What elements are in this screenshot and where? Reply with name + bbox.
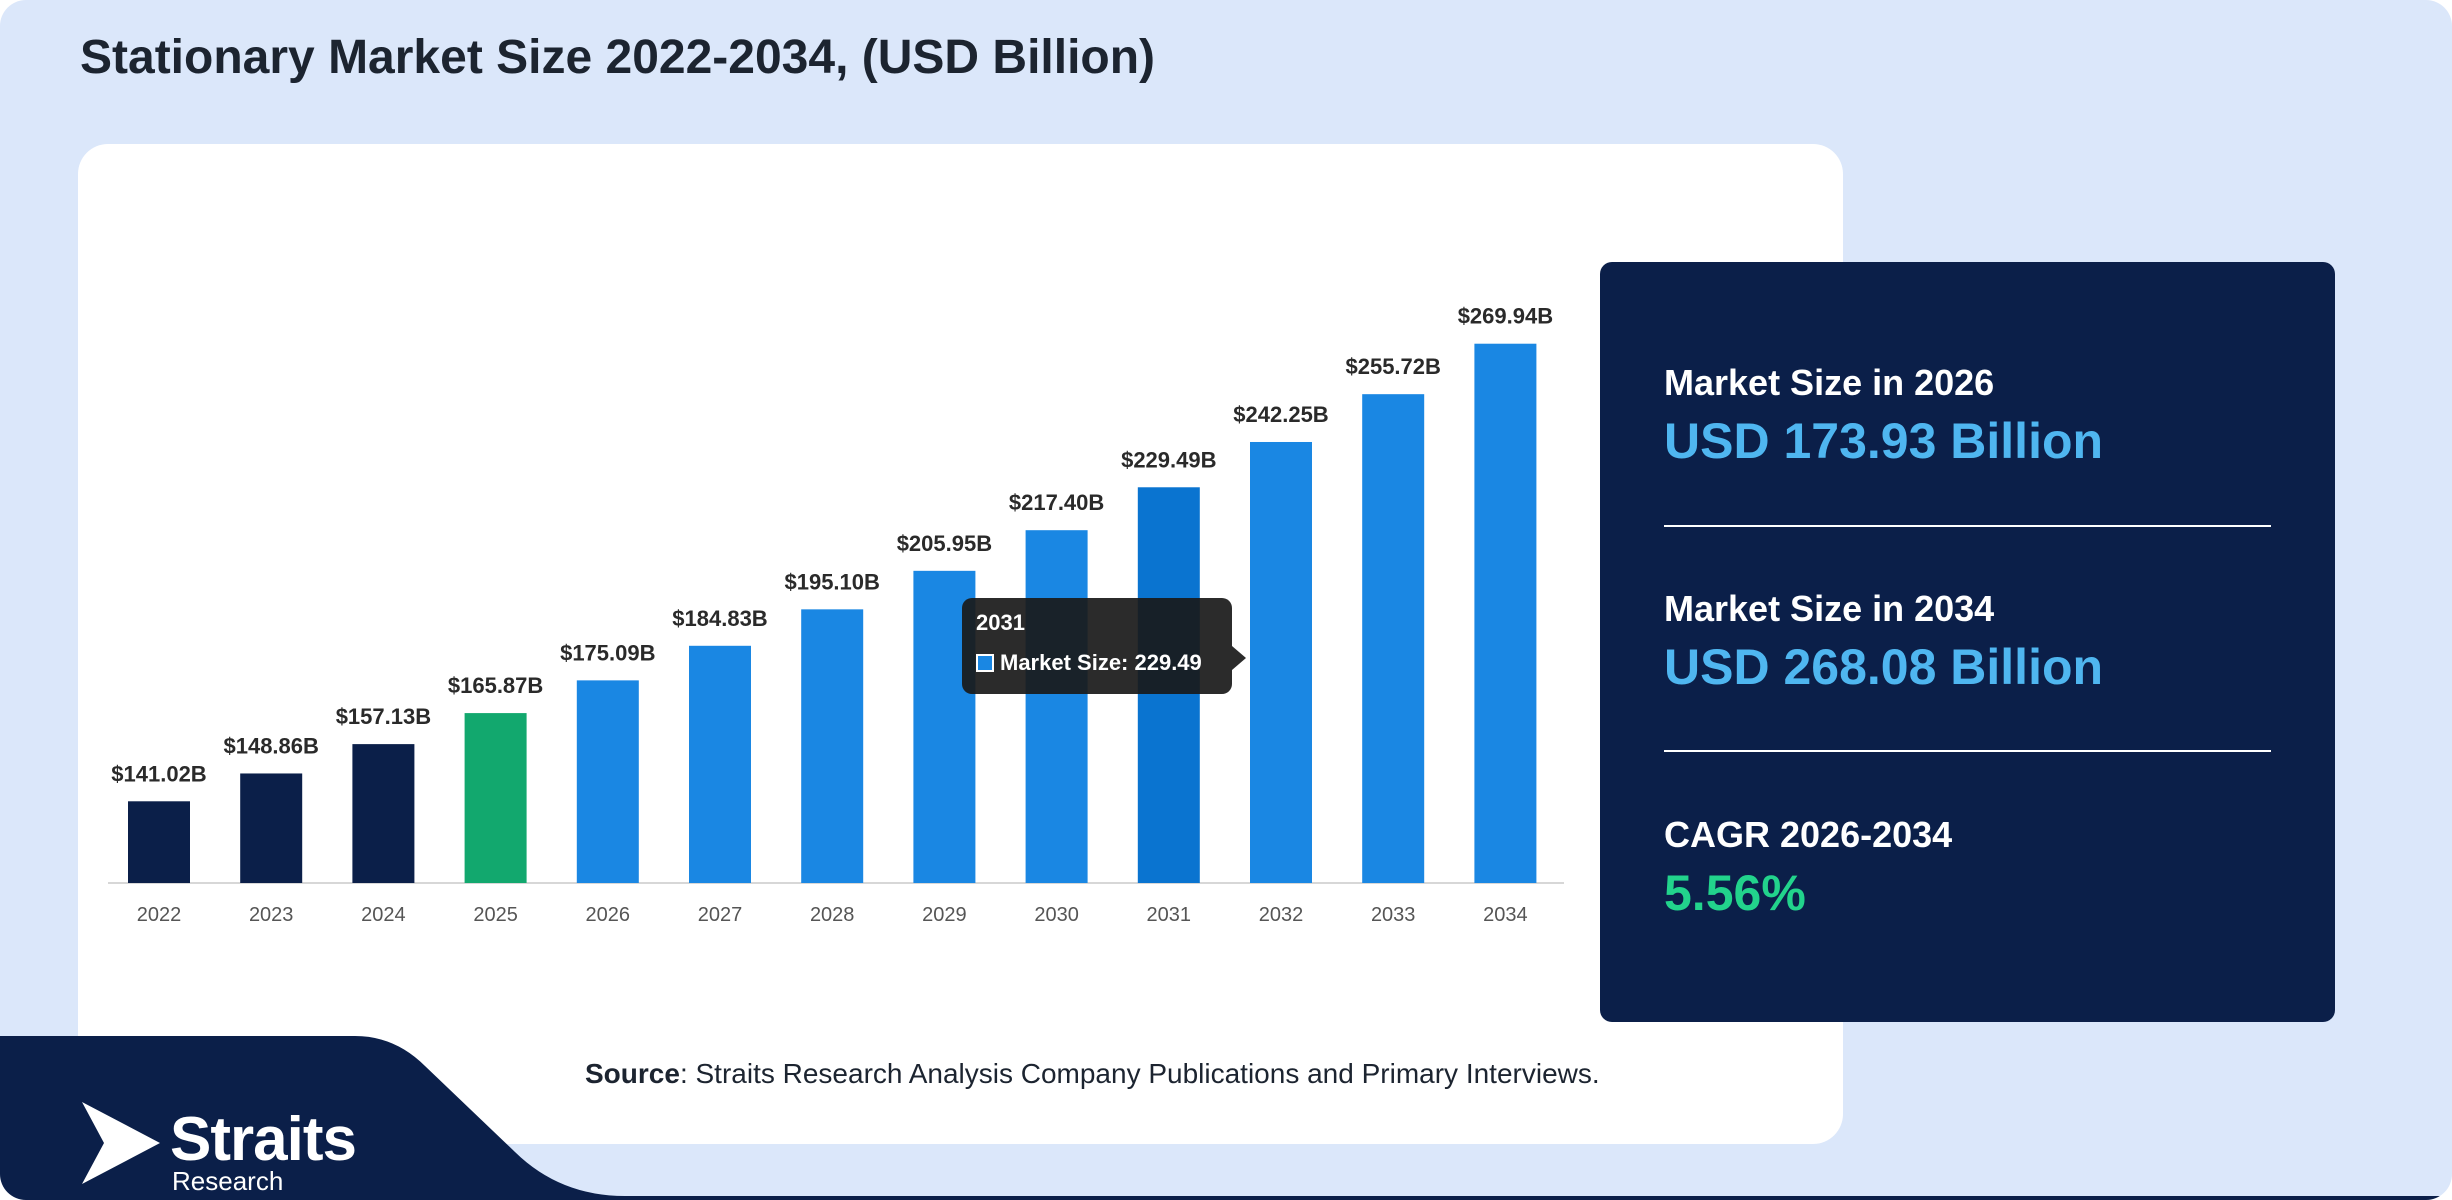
brand-name: Straits — [170, 1105, 357, 1174]
brand-logo: Straits Research — [80, 1100, 400, 1196]
tooltip-swatch — [976, 654, 994, 672]
stat-value: USD 173.93 Billion — [1664, 413, 2104, 469]
data-label-2025: $165.87B — [448, 673, 543, 698]
x-tick-2025: 2025 — [473, 904, 517, 926]
divider — [1664, 750, 2271, 752]
data-label-2033: $255.72B — [1345, 354, 1440, 379]
x-tick-2022: 2022 — [137, 904, 182, 926]
data-label-2032: $242.25B — [1233, 402, 1328, 427]
arrow-logo-icon — [82, 1102, 160, 1184]
stat-cagr: CAGR 2026-2034 5.56% — [1664, 814, 2271, 922]
data-label-2026: $175.09B — [560, 640, 655, 665]
data-label-2031: $229.49B — [1121, 447, 1216, 472]
bar-2023[interactable] — [240, 773, 303, 883]
source-note: Source: Straits Research Analysis Compan… — [585, 1058, 1600, 1090]
data-label-2024: $157.13B — [336, 704, 431, 729]
bar-2026[interactable] — [576, 680, 639, 883]
x-tick-2026: 2026 — [586, 904, 631, 926]
bar-2027[interactable] — [689, 645, 751, 883]
data-label-2027: $184.83B — [672, 606, 767, 631]
data-label-2034: $269.94B — [1458, 304, 1553, 329]
tooltip-title: 2031 — [976, 610, 1025, 635]
x-tick-2032: 2032 — [1259, 904, 1304, 926]
x-tick-2029: 2029 — [922, 904, 967, 926]
source-text: : Straits Research Analysis Company Publ… — [679, 1058, 1600, 1089]
bar-2025[interactable] — [464, 713, 527, 883]
data-label-2028: $195.10B — [784, 569, 879, 594]
source-label: Source — [585, 1058, 680, 1089]
chart-card: $141.02B 2022 $148.86B 2023 $157.13B 2024 $165… — [78, 144, 1843, 1144]
x-tick-2030: 2030 — [1034, 904, 1079, 926]
stat-market-size-2026: Market Size in 2026 USD 173.93 Billion — [1664, 362, 2271, 470]
stat-value: USD 268.08 Billion — [1664, 639, 2104, 695]
stat-label: Market Size in 2026 — [1664, 362, 1995, 403]
bar-2034[interactable] — [1474, 343, 1537, 883]
bar-chart: $141.02B 2022 $148.86B 2023 $157.13B 2024 $165… — [108, 304, 1564, 926]
stat-label: Market Size in 2034 — [1664, 588, 1995, 629]
bar-2032[interactable] — [1250, 441, 1312, 883]
data-label-2029: $205.95B — [897, 531, 992, 556]
x-tick-2027: 2027 — [698, 904, 743, 926]
tooltip-text: Market Size: 229.49 — [1000, 650, 1202, 675]
stat-value: 5.56% — [1664, 865, 1806, 921]
x-tick-2024: 2024 — [361, 904, 406, 926]
bar-2024[interactable] — [352, 744, 415, 883]
x-tick-2023: 2023 — [249, 904, 294, 926]
bar-2030[interactable] — [1025, 530, 1088, 883]
tooltip-row: Market Size: 229.49 — [976, 650, 1218, 676]
summary-panel: Market Size in 2026 USD 173.93 Billion M… — [1600, 262, 2335, 1022]
data-label-2030: $217.40B — [1009, 490, 1104, 515]
chart-tooltip: 2031 Market Size: 229.49 — [962, 598, 1246, 694]
stat-label: CAGR 2026-2034 — [1664, 814, 1953, 855]
x-tick-2033: 2033 — [1371, 904, 1416, 926]
bar-2033[interactable] — [1362, 394, 1425, 883]
page-title: Stationary Market Size 2022-2034, (USD B… — [80, 31, 1156, 84]
x-tick-2034: 2034 — [1483, 904, 1528, 926]
x-tick-2028: 2028 — [810, 904, 855, 926]
x-tick-2031: 2031 — [1147, 904, 1192, 926]
divider — [1664, 525, 2271, 527]
brand-sub: Research — [172, 1166, 284, 1196]
data-label-2022: $141.02B — [111, 761, 206, 786]
data-label-2023: $148.86B — [223, 733, 318, 758]
stat-market-size-2034: Market Size in 2034 USD 268.08 Billion — [1664, 588, 2271, 696]
bar-2028[interactable] — [801, 609, 864, 883]
bar-2022[interactable] — [128, 801, 190, 883]
